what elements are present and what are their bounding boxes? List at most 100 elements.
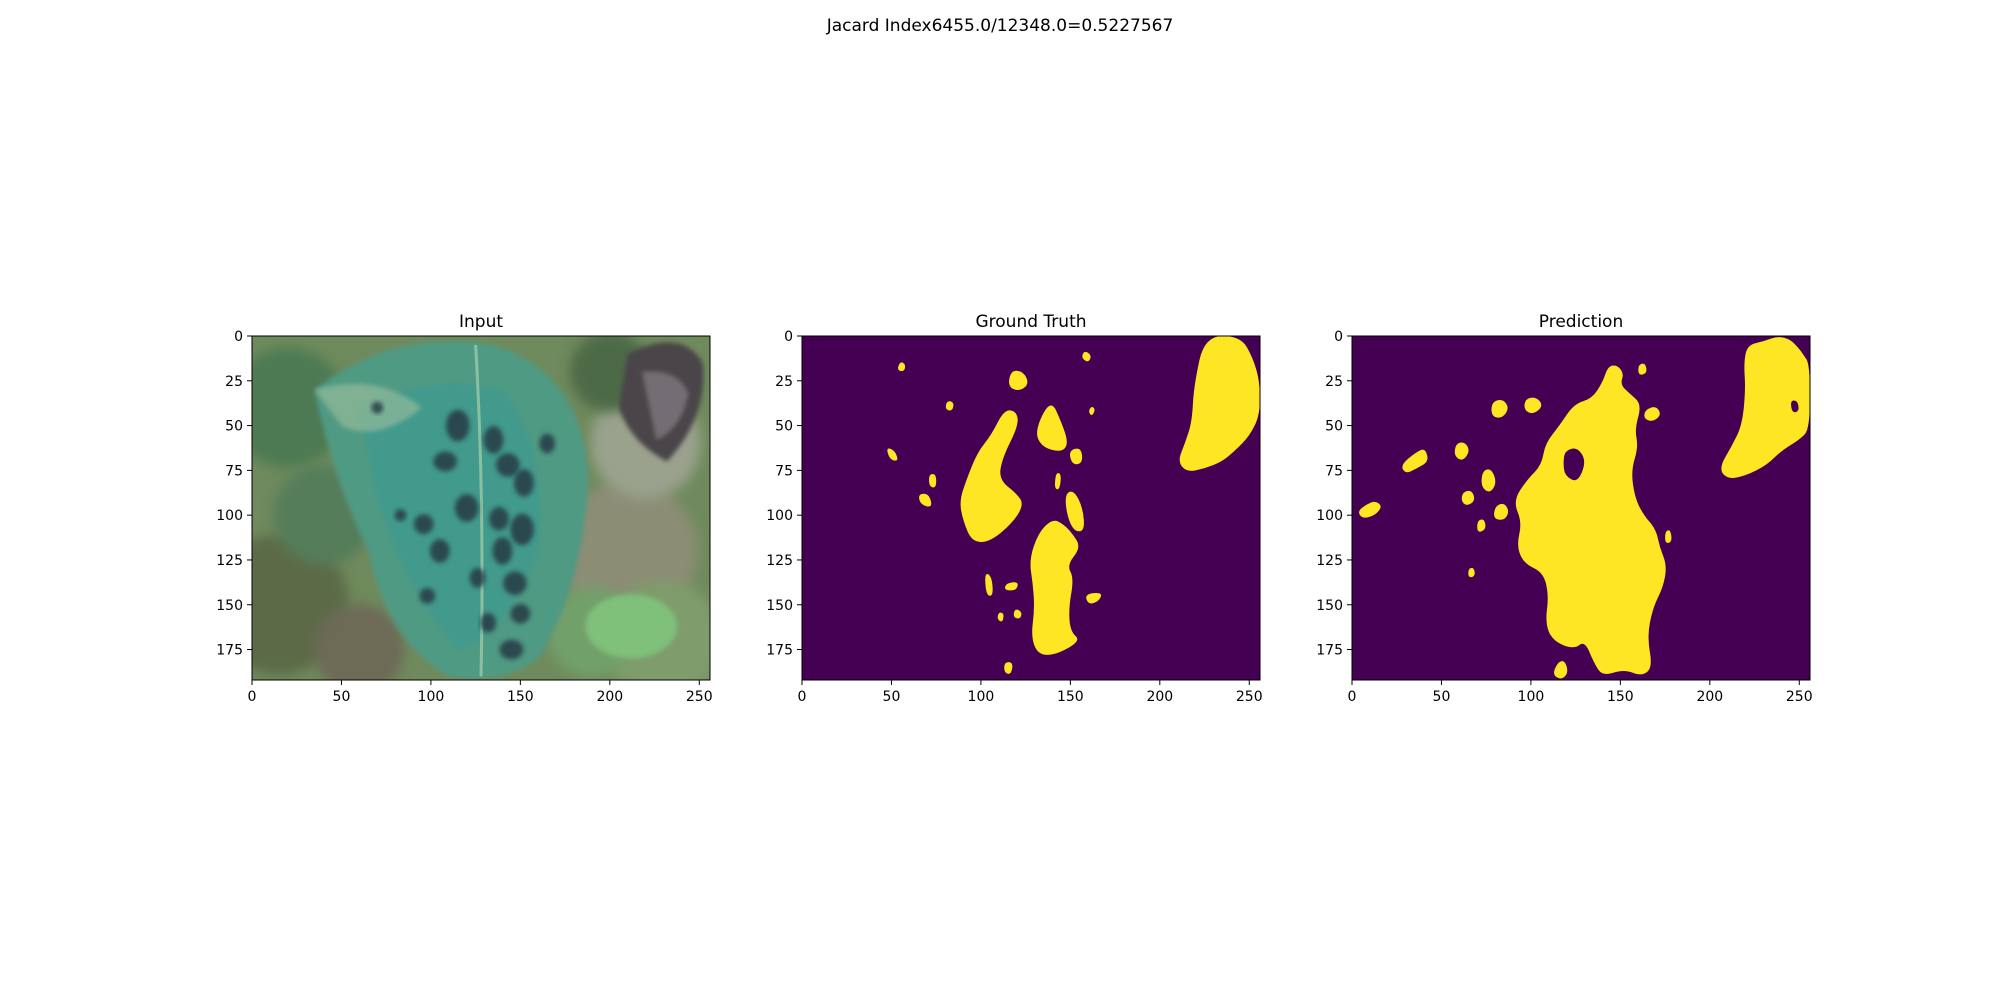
prediction-xtick-label: 100 bbox=[1518, 689, 1545, 705]
photo-bg-patch bbox=[314, 604, 405, 680]
photo-leaf-spot bbox=[483, 426, 504, 454]
ground-truth-ytick-label: 125 bbox=[766, 553, 793, 569]
prediction-mask-region bbox=[1644, 407, 1660, 421]
input-ytick-label: 100 bbox=[216, 508, 243, 524]
photo-bg-patch bbox=[252, 347, 348, 468]
prediction-mask-region bbox=[1491, 399, 1508, 418]
ground-truth-mask-region bbox=[1086, 592, 1102, 604]
photo-leaf-spot bbox=[413, 514, 434, 534]
ground-truth-image bbox=[802, 336, 1260, 680]
panel-prediction: Prediction 0 50 100 150 200 250 0 25 50 75 100 125 15… bbox=[1316, 312, 1812, 705]
prediction-mask-region bbox=[1665, 530, 1672, 544]
ground-truth-mask-region bbox=[1069, 448, 1083, 465]
ground-truth-mask-region bbox=[898, 362, 906, 372]
ground-truth-xtick-label: 150 bbox=[1057, 689, 1084, 705]
photo-leaf-spot bbox=[489, 506, 509, 531]
ground-truth-xtick-label: 0 bbox=[798, 689, 807, 705]
photo-leaf-midrib bbox=[474, 344, 484, 677]
ground-truth-ytick-label: 150 bbox=[766, 598, 793, 614]
input-title: Input bbox=[459, 312, 503, 332]
photo-leaf-spot bbox=[480, 612, 497, 633]
photo-leaf-spot bbox=[394, 509, 407, 522]
prediction-ytick-label: 150 bbox=[1316, 598, 1343, 614]
ground-truth-mask-region bbox=[960, 410, 1022, 542]
ground-truth-axes-frame bbox=[801, 335, 1261, 681]
prediction-mask-region bbox=[1494, 503, 1509, 520]
prediction-xtick-label: 200 bbox=[1696, 689, 1723, 705]
ground-truth-mask-region bbox=[1030, 520, 1079, 655]
prediction-ytick-label: 25 bbox=[1325, 374, 1343, 390]
prediction-mask-region bbox=[1402, 449, 1428, 473]
ground-truth-ytick-label: 0 bbox=[784, 329, 793, 345]
ground-truth-mask-region bbox=[1179, 336, 1260, 471]
ground-truth-mask-region bbox=[1065, 491, 1084, 532]
prediction-ytick-label: 75 bbox=[1325, 463, 1343, 479]
prediction-mask-region bbox=[1481, 469, 1496, 492]
prediction-axes-frame bbox=[1351, 335, 1811, 681]
input-xtick-label: 200 bbox=[596, 689, 623, 705]
ground-truth-mask-region bbox=[887, 448, 898, 461]
photo-leaf-spot bbox=[539, 433, 556, 454]
photo-leaf-spot bbox=[454, 494, 479, 522]
input-image bbox=[252, 336, 710, 680]
photo-dry-leaf-light bbox=[642, 371, 689, 440]
input-ytick-label: 75 bbox=[225, 463, 243, 479]
input-axes-frame bbox=[251, 335, 711, 681]
prediction-mask-region bbox=[1454, 442, 1469, 460]
photo-leaf-spot bbox=[510, 513, 534, 546]
prediction-xtick-label: 50 bbox=[1433, 689, 1451, 705]
input-xtick-label: 0 bbox=[248, 689, 257, 705]
prediction-xtick-label: 250 bbox=[1786, 689, 1813, 705]
ground-truth-mask-region bbox=[985, 574, 993, 596]
ground-truth-mask-region bbox=[929, 474, 937, 488]
ground-truth-ytick-label: 175 bbox=[766, 643, 793, 659]
figure-suptitle: Jacard Index6455.0/12348.0=0.5227567 bbox=[826, 16, 1174, 36]
photo-leaf-spot bbox=[445, 409, 470, 442]
ground-truth-mask-region bbox=[1004, 662, 1013, 674]
prediction-mask-hole bbox=[1563, 448, 1585, 481]
ground-truth-mask-region bbox=[1089, 406, 1095, 416]
ground-truth-title: Ground Truth bbox=[975, 312, 1086, 332]
photo-leaf-spot bbox=[499, 639, 524, 660]
photo-leaf-highlight bbox=[314, 383, 422, 432]
input-ytick-label: 25 bbox=[225, 374, 243, 390]
prediction-image bbox=[1352, 336, 1810, 680]
prediction-ytick-label: 0 bbox=[1334, 329, 1343, 345]
photo-leaf-spot bbox=[514, 469, 534, 497]
prediction-mask-region bbox=[1468, 567, 1475, 578]
prediction-mask-region bbox=[1477, 519, 1486, 532]
ground-truth-xtick-label: 50 bbox=[883, 689, 901, 705]
panel-input: Input 0 50 100 150 200 250 0 25 50 75 100 125 150 175 bbox=[216, 312, 712, 705]
prediction-mask-region bbox=[1721, 337, 1810, 478]
ground-truth-mask-region bbox=[1009, 370, 1028, 391]
prediction-mask-hole bbox=[1791, 400, 1799, 413]
photo-fruit bbox=[585, 594, 678, 659]
prediction-mask-region bbox=[1461, 490, 1475, 505]
ground-truth-ytick-label: 100 bbox=[766, 508, 793, 524]
ground-truth-mask-region bbox=[1013, 609, 1022, 619]
photo-leaf-spot bbox=[510, 603, 531, 624]
prediction-title: Prediction bbox=[1539, 312, 1623, 332]
prediction-ytick-label: 175 bbox=[1316, 643, 1343, 659]
ground-truth-ytick-label: 25 bbox=[775, 374, 793, 390]
ground-truth-xtick-label: 250 bbox=[1236, 689, 1263, 705]
input-ytick-label: 125 bbox=[216, 553, 243, 569]
prediction-mask-region bbox=[1359, 501, 1381, 518]
prediction-xtick-label: 150 bbox=[1607, 689, 1634, 705]
ground-truth-xtick-label: 200 bbox=[1146, 689, 1173, 705]
prediction-ytick-label: 50 bbox=[1325, 419, 1343, 435]
photo-leaf-spot bbox=[503, 571, 527, 596]
prediction-ytick-label: 100 bbox=[1316, 508, 1343, 524]
input-xtick-label: 100 bbox=[418, 689, 445, 705]
prediction-mask-region bbox=[1524, 397, 1542, 414]
ground-truth-background bbox=[802, 336, 1260, 680]
prediction-ytick-label: 125 bbox=[1316, 553, 1343, 569]
photo-leaf-spot bbox=[469, 568, 486, 588]
input-ytick-label: 50 bbox=[225, 419, 243, 435]
photo-leaf-spot bbox=[419, 587, 436, 604]
prediction-xtick-label: 0 bbox=[1348, 689, 1357, 705]
prediction-mask-region bbox=[1515, 365, 1666, 675]
prediction-mask-region bbox=[1638, 363, 1647, 375]
photo-leaf-spot bbox=[496, 453, 520, 477]
